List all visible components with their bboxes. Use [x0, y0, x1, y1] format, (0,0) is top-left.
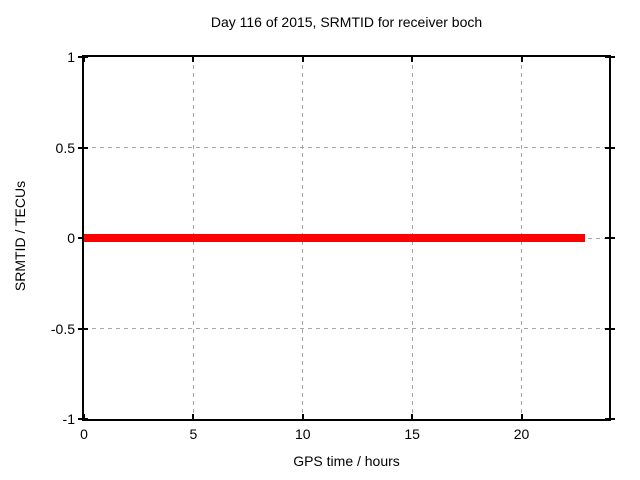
y-tick-mark-right: [605, 418, 615, 420]
x-tick-mark-bottom: [301, 414, 304, 419]
y-tick-mark-left: [78, 146, 88, 149]
x-axis-label: GPS time / hours: [293, 453, 400, 469]
x-tick-mark-top: [192, 57, 195, 62]
chart-title: Day 116 of 2015, SRMTID for receiver boc…: [210, 14, 483, 30]
data-line: [84, 234, 585, 242]
x-tick-mark-top: [83, 57, 85, 62]
y-tick-mark-right: [605, 146, 615, 149]
y-tick-label: 1: [67, 49, 75, 65]
y-tick-label: 0.5: [55, 139, 75, 156]
y-tick-mark-right: [605, 56, 615, 58]
y-tick-mark-right: [605, 327, 615, 330]
y-tick-mark-right: [605, 237, 615, 239]
x-tick-mark-bottom: [83, 414, 85, 419]
x-tick-label: 10: [294, 426, 311, 442]
x-tick-mark-bottom: [411, 414, 414, 419]
y-tick-mark-left: [78, 327, 88, 330]
y-tick-mark-left: [78, 418, 88, 420]
x-tick-label: 20: [513, 426, 530, 442]
x-tick-label: 15: [404, 426, 420, 442]
x-tick-mark-bottom: [520, 414, 523, 419]
y-tick-label: -1: [62, 411, 75, 427]
grid-line-horizontal: [84, 147, 609, 148]
y-tick-label: -0.5: [50, 320, 75, 337]
x-tick-mark-top: [520, 57, 523, 62]
plot-area: [78, 55, 615, 421]
x-tick-mark-top: [411, 57, 414, 62]
x-tick-label: 5: [189, 426, 198, 442]
x-tick-label: 0: [80, 426, 88, 442]
x-tick-mark-bottom: [192, 414, 195, 419]
y-tick-label: 0: [67, 230, 75, 246]
grid-line-horizontal: [84, 328, 609, 329]
y-tick-mark-left: [78, 237, 88, 239]
y-tick-mark-left: [78, 56, 88, 58]
x-tick-mark-top: [301, 57, 304, 62]
